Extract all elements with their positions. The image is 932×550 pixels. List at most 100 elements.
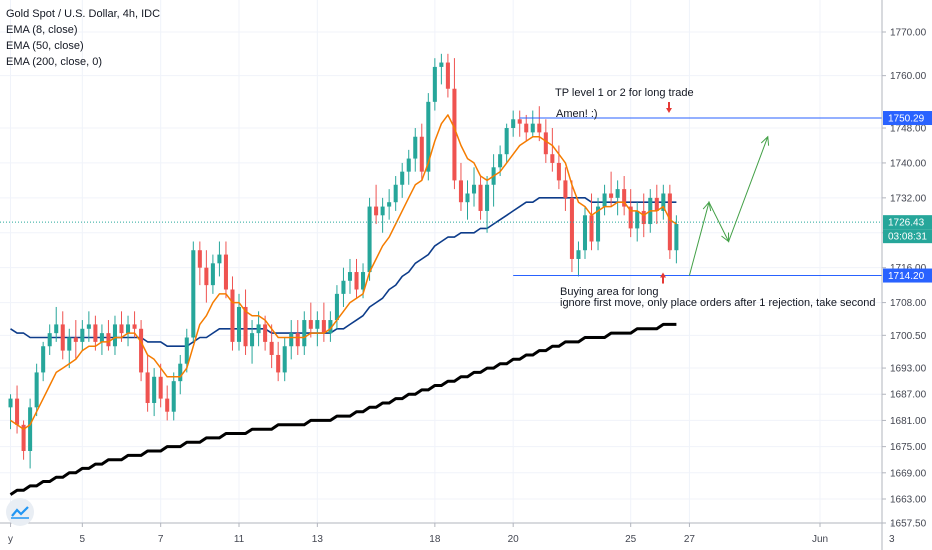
candle-body bbox=[452, 88, 457, 181]
candle-body bbox=[419, 136, 424, 172]
current-price-badge-bg bbox=[883, 215, 932, 230]
candle-body bbox=[609, 193, 614, 198]
candle-body bbox=[217, 254, 222, 264]
candle-body bbox=[498, 154, 503, 168]
projection-arrowhead bbox=[702, 201, 712, 212]
price-tick-label: 1748.00 bbox=[890, 124, 927, 135]
candle-body bbox=[126, 324, 131, 334]
candle-body bbox=[465, 193, 470, 203]
buying-area-annotation[interactable]: Buying area for long bbox=[560, 286, 659, 298]
candle-body bbox=[302, 320, 307, 347]
price-tick-label: 1708.00 bbox=[890, 298, 927, 309]
time-tick-label: 18 bbox=[429, 534, 441, 545]
candle-body bbox=[282, 346, 287, 373]
candle-body bbox=[269, 341, 274, 355]
legend-ema50: EMA (50, close) bbox=[6, 40, 84, 52]
candle-body bbox=[263, 324, 268, 342]
candle-body bbox=[543, 132, 548, 155]
price-tick-label: 1732.00 bbox=[890, 193, 927, 204]
amen-annotation[interactable]: Amen! :) bbox=[556, 108, 598, 120]
candle-body bbox=[60, 324, 65, 351]
candle-body bbox=[674, 224, 679, 251]
candle-body bbox=[471, 184, 477, 194]
candle-body bbox=[445, 62, 450, 89]
price-tick-label: 1693.00 bbox=[890, 364, 927, 375]
candle-body bbox=[458, 180, 463, 203]
time-tick-label: 5 bbox=[80, 534, 86, 545]
candle-body bbox=[308, 320, 313, 329]
candle-body bbox=[517, 119, 522, 124]
candle-body bbox=[347, 272, 353, 281]
candle-body bbox=[204, 267, 209, 286]
price-tick-label: 1700.50 bbox=[890, 331, 927, 342]
ema8-path bbox=[10, 114, 677, 430]
candle-body bbox=[99, 333, 104, 342]
support-badge-bg bbox=[883, 268, 932, 283]
time-tick-label: 20 bbox=[508, 534, 520, 545]
candle-body bbox=[236, 306, 242, 342]
projection-path[interactable] bbox=[688, 135, 770, 276]
buy-arrow-head bbox=[660, 272, 666, 278]
time-tick-label: 11 bbox=[234, 534, 245, 545]
candle-body bbox=[354, 272, 359, 290]
candle-body bbox=[67, 337, 72, 351]
candle-body bbox=[576, 250, 581, 259]
legend-title: Gold Spot / U.S. Dollar, 4h, IDC bbox=[6, 8, 161, 20]
tradingview-logo bbox=[6, 498, 34, 526]
candle-body bbox=[622, 189, 627, 207]
price-tick-label: 1681.00 bbox=[890, 416, 927, 427]
projection-arrowhead bbox=[760, 135, 770, 146]
candle-body bbox=[530, 123, 535, 133]
candle-body bbox=[230, 289, 235, 342]
candle-body bbox=[596, 206, 601, 242]
countdown-badge-bg bbox=[883, 229, 932, 244]
chart-legend: Gold Spot / U.S. Dollar, 4h, IDC EMA (8,… bbox=[6, 6, 160, 70]
candle-body bbox=[589, 215, 594, 242]
candle-body bbox=[328, 320, 333, 334]
candle-body bbox=[478, 184, 483, 211]
candle-body bbox=[112, 324, 117, 347]
candle-body bbox=[295, 333, 300, 347]
candle-body bbox=[223, 254, 228, 290]
candle-body bbox=[367, 206, 372, 273]
candle-body bbox=[145, 372, 150, 403]
candle-body bbox=[504, 128, 509, 155]
candle-body bbox=[289, 333, 294, 347]
tp-annotation[interactable]: TP level 1 or 2 for long trade bbox=[555, 87, 694, 99]
candle-body bbox=[641, 210, 646, 225]
candle-body bbox=[387, 202, 392, 207]
ema200-line bbox=[9, 322, 677, 496]
candle-body bbox=[119, 324, 124, 334]
candle-body bbox=[511, 119, 516, 129]
candle-body bbox=[21, 424, 26, 451]
candle-body bbox=[315, 320, 320, 329]
candle-body bbox=[41, 346, 46, 373]
candle-body bbox=[8, 398, 13, 408]
candle-body bbox=[602, 193, 607, 207]
candle-body bbox=[334, 293, 339, 321]
price-tick-label: 1675.00 bbox=[890, 442, 927, 453]
projection-arrowhead bbox=[721, 232, 730, 243]
candle-body bbox=[661, 193, 666, 211]
time-tick-label: 13 bbox=[312, 534, 324, 545]
candle-body bbox=[556, 162, 561, 181]
candle-body bbox=[550, 154, 555, 163]
horizontal-levels[interactable] bbox=[0, 102, 882, 284]
time-tick-label: 3 bbox=[889, 534, 895, 545]
instruction-annotation[interactable]: ignore first move, only place orders aft… bbox=[560, 297, 876, 309]
price-tick-label: 1760.00 bbox=[890, 71, 927, 82]
ema200-path bbox=[9, 322, 677, 496]
candle-body bbox=[400, 171, 405, 185]
candle-body bbox=[86, 324, 91, 329]
candle-body bbox=[413, 136, 418, 159]
logo-icon bbox=[11, 506, 29, 519]
candle-body bbox=[152, 376, 157, 403]
price-tick-label: 1740.00 bbox=[890, 158, 927, 169]
candle-body bbox=[184, 337, 189, 364]
candle-body bbox=[197, 250, 202, 268]
candle-body bbox=[393, 184, 398, 203]
candle-body bbox=[615, 189, 620, 198]
candle-body bbox=[628, 206, 633, 229]
